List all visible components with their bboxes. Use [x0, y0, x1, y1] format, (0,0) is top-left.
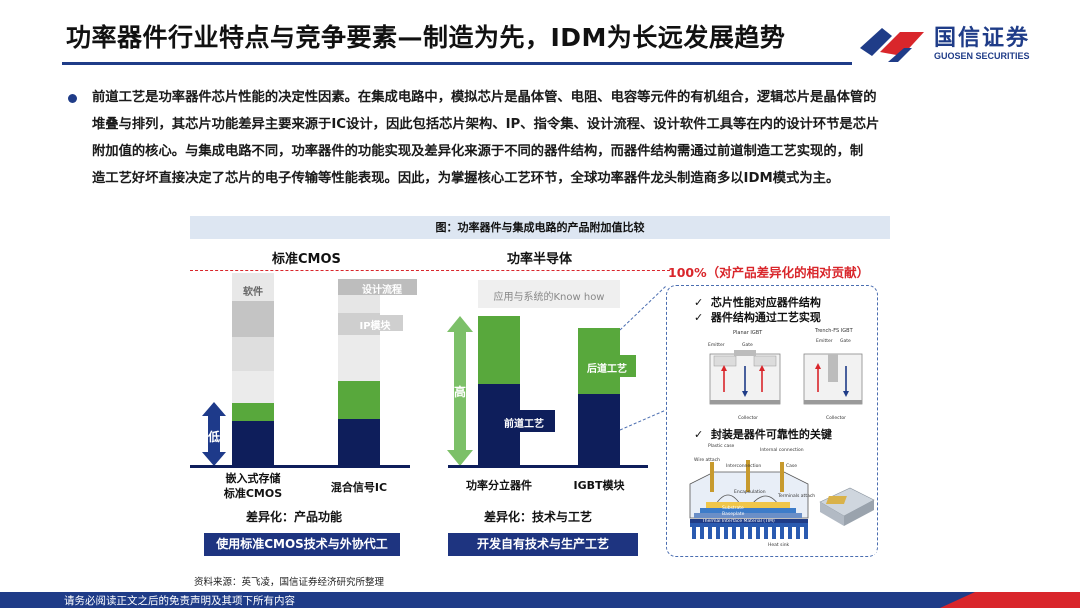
igbt-emitter-label: Emitter	[816, 339, 833, 344]
bar-label-embedded: 嵌入式存储 标准CMOS	[212, 471, 294, 501]
ip-module-tag	[347, 315, 403, 331]
pkg-tag: Plastic case	[708, 444, 735, 449]
design-flow-tag	[347, 279, 417, 295]
check-item: ✓ 芯片性能对应器件结构	[694, 296, 821, 309]
logo-text-cn: 国信证券	[934, 26, 1031, 51]
bar-label-discrete: 功率分立器件	[466, 479, 532, 492]
hundred-percent-label: 100%（对产品差异化的相对贡献）	[668, 265, 870, 280]
pkg-tag: Encapsulation	[734, 490, 766, 495]
check-text: 芯片性能对应器件结构	[710, 296, 821, 309]
bar-label-igbt: IGBT模块	[573, 479, 625, 492]
bar2-seg-grey	[338, 335, 380, 381]
bar2-seg-grey	[338, 295, 380, 313]
seg-label-back-end: 后道工艺	[587, 364, 627, 375]
igbt-gate-label: Gate	[742, 343, 753, 348]
power-baseline	[448, 465, 648, 468]
bar3-seg-green	[478, 316, 520, 384]
company-logo: 国信证券 GUOSEN SECURITIES	[858, 20, 1038, 66]
hundred-percent-line	[190, 270, 670, 271]
connector-lines	[619, 285, 667, 431]
igbt-left-title: Planar IGBT	[733, 330, 763, 336]
seg-label-front-end: 前道工艺	[504, 419, 544, 430]
check-text: 封装是器件可靠性的关键	[710, 428, 832, 441]
bar1-seg-grey	[232, 301, 274, 337]
bar1-seg-green	[232, 403, 274, 421]
igbt-collector-label: Collector	[826, 416, 847, 421]
igbt-structure-diagram	[700, 328, 870, 422]
pkg-tag: Interconnection	[726, 464, 762, 469]
front-end-tag	[493, 410, 555, 432]
figure-caption: 图：功率器件与集成电路的产品附加值比较	[190, 216, 890, 239]
footer-bar: 请务必阅读正文之后的免责声明及其项下所有内容	[0, 592, 1080, 608]
bullet-dot-icon	[68, 94, 77, 103]
logo-mark-icon	[860, 28, 924, 62]
bar2-seg-green	[338, 381, 380, 419]
paragraph-line: 前道工艺是功率器件芯片性能的决定性因素。在集成电路中，模拟芯片是晶体管、电阻、电…	[92, 90, 877, 105]
group-head-power: 功率半导体	[507, 252, 573, 267]
seg-label-software: 软件	[243, 287, 263, 298]
pkg-tag: Baseplate	[722, 512, 745, 517]
title-underline	[62, 62, 852, 65]
page-title: 功率器件行业特点与竞争要素—制造为先，IDM为长远发展趋势	[66, 23, 786, 52]
igbt-package-diagram	[680, 442, 876, 554]
figure-source: 资料来源：英飞凌，国信证券经济研究所整理	[194, 577, 385, 588]
check-text: 器件结构通过工艺实现	[710, 311, 821, 324]
check-item: ✓ 封装是器件可靠性的关键	[694, 428, 832, 441]
bar1-seg-grey	[232, 337, 274, 371]
check-item: ✓ 器件结构通过工艺实现	[694, 311, 821, 324]
seg-label-app-knowhow: 应用与系统的Know how	[493, 292, 605, 303]
footer-disclaimer: 请务必阅读正文之后的免责声明及其项下所有内容	[64, 595, 295, 607]
low-arrow-icon	[202, 402, 226, 466]
paragraph-line: 造工艺好坏直接决定了芯片的电子传输等性能表现。因此，为掌握核心工艺环节，全球功率…	[92, 171, 840, 186]
paragraph-line: 附加值的核心。与集成电路不同，功率器件的功能实现及差异化来源于不同的器件结构，而…	[92, 144, 864, 159]
seg-label-ip-module: IP模块	[359, 321, 391, 332]
igbt-emitter-label: Emitter	[708, 343, 725, 348]
seg-label-design-flow: 设计流程	[362, 285, 402, 296]
seg-label-low: 低	[207, 430, 220, 444]
pkg-tag: Terminals attach	[778, 494, 816, 499]
bar1-seg-software	[232, 273, 274, 301]
back-end-tag	[578, 355, 636, 377]
igbt-collector-label: Collector	[738, 416, 759, 421]
igbt-gate-label: Gate	[840, 339, 851, 344]
diff-label-power: 差异化：技术与工艺	[484, 510, 593, 524]
pkg-tag: Heat sink	[768, 543, 790, 548]
igbt-right-title: Trench-FS IGBT	[815, 328, 853, 334]
paragraph-line: 堆叠与排列，其芯片功能差异主要来源于IC设计，因此包括芯片架构、IP、指令集、设…	[92, 117, 880, 132]
pkg-tag: Case	[786, 464, 798, 469]
pkg-tag: Wire attach	[694, 458, 720, 463]
pkg-tag: Thermal Interface Material (TIM)	[702, 519, 775, 524]
seg-label-high: 高	[453, 385, 466, 399]
app-knowhow-box	[478, 280, 620, 308]
bar2-seg-navy	[338, 419, 380, 465]
strategy-box-power: 开发自有技术与生产工艺	[448, 533, 638, 556]
strategy-box-cmos: 使用标准CMOS技术与外协代工	[204, 533, 400, 556]
cmos-baseline	[190, 465, 410, 468]
pkg-tag: Internal connection	[760, 448, 804, 453]
bar-label-mixed: 混合信号IC	[330, 481, 388, 494]
bar1-seg-grey	[232, 371, 274, 403]
bar1-seg-navy	[232, 421, 274, 465]
bar4-seg-navy	[578, 394, 620, 465]
pkg-tag: Substrate	[722, 506, 744, 511]
diff-label-cmos: 差异化：产品功能	[246, 510, 343, 524]
logo-text-en: GUOSEN SECURITIES	[934, 51, 1030, 61]
bar-label-line: 嵌入式存储 标准CMOS	[223, 472, 283, 500]
body-paragraph: 前道工艺是功率器件芯片性能的决定性因素。在集成电路中，模拟芯片是晶体管、电阻、电…	[92, 84, 1032, 192]
high-arrow-icon	[447, 316, 473, 466]
footer-accent	[940, 592, 1080, 608]
group-head-cmos: 标准CMOS	[272, 252, 341, 267]
